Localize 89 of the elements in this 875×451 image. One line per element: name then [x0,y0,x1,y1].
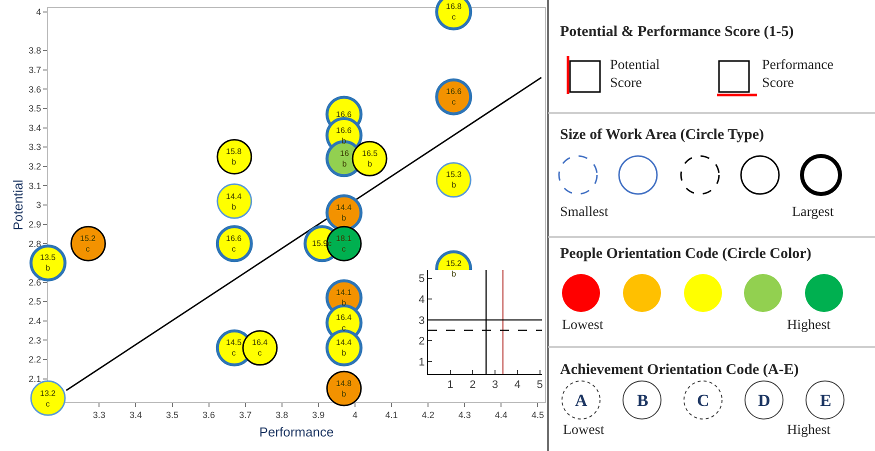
x-tick-label: 3 [492,379,498,392]
point [70,226,106,262]
y-tick-label: 3 [36,200,42,210]
y-tick-label: 3 [418,314,425,327]
y-tick-label: 2.4 [28,316,42,326]
y-tick-label: 2.1 [28,374,42,384]
text: Largest [792,205,834,220]
x-tick-label: 1 [447,379,454,392]
x-tick-label: 5 [536,379,543,392]
text: Highest [787,423,831,438]
text: Performance Score [762,58,834,92]
text: Achievement Orientation Code (A-E) [560,362,799,378]
text: B [637,391,648,410]
text: D [758,391,770,410]
annotation: 16 b [340,149,350,168]
x-tick-label: 3.4 [129,410,142,420]
point [216,138,252,174]
annotation: 15.8 b [226,147,242,166]
text: Potential Score [610,58,660,92]
annotation: 14.4 b [226,192,242,212]
text: Highest [787,318,831,333]
x-tick-label: 4.4 [494,410,508,420]
text: A [575,391,588,410]
annotation: 14.4 b [336,338,352,358]
y-tick-label: 3.8 [28,46,42,56]
x-tick-label: 3.8 [276,410,288,420]
x-tick-label: 4.5 [531,410,544,420]
annotation: 15.2 b [446,259,462,278]
point [216,225,253,262]
x-tick-label: 2 [470,379,476,392]
text: C [697,391,710,410]
y-tick-label: 2.3 [28,335,42,346]
text: Lowest [562,318,604,333]
y-tick-label: 3.1 [28,180,42,191]
x-tick-label: 3.3 [92,410,106,420]
point [352,140,388,176]
x-tick-label: 3.9 [312,410,325,420]
point [326,370,362,406]
y-tick-label: 4 [418,294,425,306]
point [216,183,252,219]
y-tick-label: 2.8 [28,238,42,249]
point [435,78,472,116]
annotation: 16.4 c [252,338,268,358]
point [326,329,363,366]
x-tick-label: 3.6 [202,410,216,420]
text: Lowest [563,423,604,438]
annotation: 13.2 c [40,389,56,408]
text: People Orientation Code (Circle Color) [560,246,812,262]
x-axis-title: Performance [259,424,334,440]
y-tick-label: 3.3 [28,142,42,152]
annotation: 13.5 b [40,253,56,272]
x-tick-label: 3.5 [166,410,179,420]
y-tick-label: 3.2 [28,162,42,172]
y-tick-label: 2 [418,336,425,348]
annotation: 16.6 c [226,234,242,254]
annotation: 14.4 b [336,203,352,222]
y-tick-label: 5 [418,273,425,286]
y-tick-label: 2.5 [28,296,42,307]
y-tick-label: 2.9 [28,219,42,230]
annotation: 14.5 c [226,338,242,358]
annotation: 16.6 c [446,87,462,106]
text: Smallest [560,205,608,220]
y-tick-label: 3.7 [28,64,42,75]
y-axis-title: Potential [10,180,26,230]
y-tick-label: 3.4 [28,122,42,133]
annotation: 16.5 b [362,149,378,168]
annotation: 16.8 c [446,2,462,22]
point [242,330,278,366]
y-tick-label: 3.5 [28,104,42,114]
annotation: 16.6 [336,110,352,119]
x-tick-label: 4 [514,379,520,392]
annotation: 15.3 b [446,170,462,190]
text: Potential & Performance Score (1-5) [560,24,794,40]
annotation: 18.1 c [336,234,352,254]
x-tick-label: 4.1 [385,410,398,420]
annotation: 15.2 c [80,234,96,254]
y-tick-label: 3.6 [28,84,42,94]
annotation: 14.8 b [336,379,352,398]
text: Size of Work Area (Circle Type) [560,127,764,143]
x-tick-label: 3.7 [239,410,252,420]
y-tick-label: 2.6 [28,277,42,288]
x-tick-label: 4.3 [458,410,471,420]
x-tick-label: 4 [352,410,358,420]
y-tick-label: 2.2 [28,354,42,365]
text: E [820,391,832,410]
y-tick-label: 4 [36,7,42,18]
y-tick-label: 1 [418,356,425,368]
x-tick-label: 4.2 [422,410,434,420]
point [436,162,472,198]
